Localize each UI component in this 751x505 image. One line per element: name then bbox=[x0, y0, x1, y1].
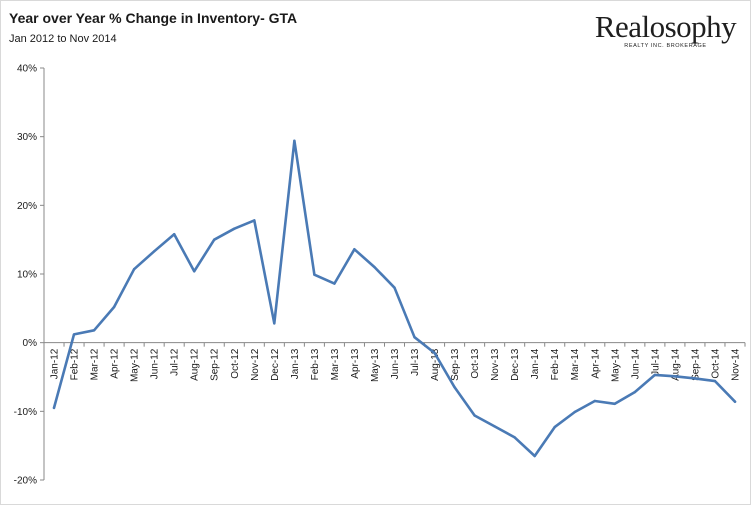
x-tick-label: Oct-14 bbox=[710, 348, 721, 378]
data-point bbox=[92, 329, 96, 332]
data-point bbox=[433, 351, 436, 355]
x-tick-label: Apr-12 bbox=[110, 348, 121, 378]
x-tick-label: Aug-13 bbox=[430, 348, 441, 381]
x-tick-label: Oct-13 bbox=[470, 348, 481, 378]
x-tick-label: Feb-13 bbox=[310, 348, 321, 380]
x-tick-label: Jan-14 bbox=[530, 348, 541, 379]
chart-subtitle: Jan 2012 to Nov 2014 bbox=[9, 33, 117, 45]
data-point bbox=[353, 248, 356, 251]
logo-tagline: REALTY INC. BROKERAGE bbox=[624, 43, 707, 49]
x-tick-label: Nov-13 bbox=[490, 348, 501, 381]
data-point bbox=[52, 406, 56, 410]
y-tick-label: 20% bbox=[17, 201, 37, 212]
x-tick-label: Sep-13 bbox=[450, 348, 461, 381]
data-point bbox=[673, 375, 677, 378]
data-point bbox=[153, 250, 156, 253]
data-point bbox=[393, 286, 396, 289]
y-tick-label: 10% bbox=[17, 270, 37, 281]
x-tick-label: Feb-14 bbox=[550, 348, 561, 380]
data-point bbox=[593, 399, 596, 403]
data-point bbox=[173, 233, 176, 236]
x-tick-label: Apr-14 bbox=[590, 348, 601, 378]
data-point bbox=[273, 322, 276, 325]
data-point bbox=[533, 454, 536, 458]
x-tick-label: May-13 bbox=[370, 348, 381, 382]
logo-wordmark: Realosophy bbox=[594, 9, 737, 44]
data-point bbox=[693, 377, 697, 380]
series-line bbox=[52, 139, 737, 458]
x-tick-label: Feb-12 bbox=[70, 348, 81, 380]
x-tick-label: Aug-12 bbox=[190, 348, 201, 381]
data-point bbox=[253, 219, 256, 222]
x-tick-label: Jun-14 bbox=[630, 348, 641, 379]
data-point bbox=[112, 305, 116, 309]
data-point bbox=[313, 273, 316, 276]
y-tick-label: -10% bbox=[14, 407, 37, 418]
chart-title: Year over Year % Change in Inventory- GT… bbox=[9, 10, 298, 26]
data-point bbox=[493, 425, 496, 428]
data-point bbox=[453, 386, 456, 389]
x-tick-label: Jun-13 bbox=[390, 348, 401, 379]
x-tick-label: Sep-12 bbox=[210, 348, 221, 381]
x-tick-label: Nov-12 bbox=[250, 348, 261, 381]
data-point bbox=[373, 265, 376, 269]
data-point bbox=[213, 238, 216, 241]
x-tick-label: Mar-13 bbox=[330, 348, 341, 380]
x-tick-label: Sep-14 bbox=[690, 348, 701, 381]
x-tick-label: Oct-12 bbox=[230, 348, 241, 378]
data-point bbox=[653, 373, 657, 377]
x-tick-label: Mar-14 bbox=[570, 348, 581, 380]
x-tick-label: Jan-13 bbox=[290, 348, 301, 379]
data-point bbox=[553, 425, 556, 429]
x-tick-label: Jul-14 bbox=[650, 348, 661, 376]
y-tick-label: 30% bbox=[17, 132, 37, 143]
data-point bbox=[72, 333, 76, 336]
x-tick-label: Dec-13 bbox=[510, 348, 521, 381]
data-point bbox=[633, 390, 636, 394]
data-point bbox=[132, 268, 136, 271]
data-point bbox=[473, 414, 476, 417]
y-tick-label: 40% bbox=[17, 64, 37, 75]
x-tick-label: Jul-12 bbox=[170, 348, 181, 376]
y-tick-label: -20% bbox=[14, 476, 37, 487]
x-tick-label: Mar-12 bbox=[90, 348, 101, 380]
data-point bbox=[613, 402, 616, 405]
x-tick-label: Nov-14 bbox=[730, 348, 741, 381]
data-point bbox=[413, 336, 416, 339]
data-point bbox=[193, 270, 196, 273]
data-point bbox=[733, 400, 737, 403]
data-point bbox=[713, 379, 717, 383]
data-point bbox=[573, 410, 576, 414]
data-point bbox=[513, 436, 516, 439]
data-point bbox=[333, 282, 336, 285]
realosophy-logo: Realosophy REALTY INC. BROKERAGE bbox=[588, 9, 743, 50]
x-tick-label: Dec-12 bbox=[270, 348, 281, 381]
x-tick-label: Aug-14 bbox=[670, 348, 681, 381]
x-tick-label: May-12 bbox=[130, 348, 141, 382]
x-tick-label: Jan-12 bbox=[50, 348, 61, 379]
x-tick-label: Jul-13 bbox=[410, 348, 421, 376]
data-point bbox=[233, 227, 236, 230]
x-tick-label: Apr-13 bbox=[350, 348, 361, 378]
x-tick-label: May-14 bbox=[610, 348, 621, 382]
x-tick-label: Jun-12 bbox=[150, 348, 161, 379]
y-tick-label: 0% bbox=[23, 338, 38, 349]
data-point bbox=[293, 139, 296, 142]
